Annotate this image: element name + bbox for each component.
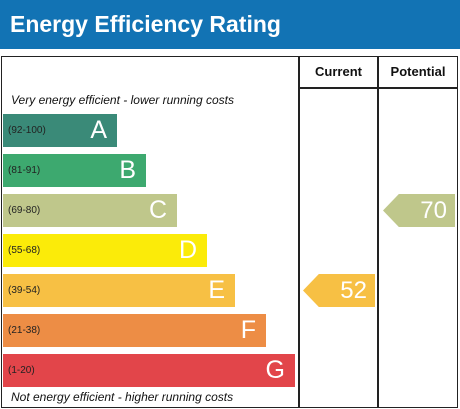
rating-band-range: (69-80) (8, 205, 41, 216)
rating-band-range: (21-38) (8, 325, 41, 336)
rating-band-letter: B (119, 156, 136, 184)
rating-band-letter: E (208, 276, 225, 304)
rating-band-a: (92-100) A (3, 114, 117, 147)
potential-rating-value: 70 (420, 197, 447, 224)
top-efficiency-note: Very energy efficient - lower running co… (11, 93, 234, 107)
rating-band-b: (81-91) B (3, 154, 146, 187)
rating-band-letter: G (265, 356, 285, 384)
page-title: Energy Efficiency Rating (0, 0, 460, 49)
current-rating-value: 52 (340, 277, 367, 304)
rating-band-range: (39-54) (8, 285, 41, 296)
rating-band-range: (92-100) (8, 125, 46, 136)
rating-band-letter: C (148, 196, 167, 224)
current-column-header: Current (315, 64, 362, 79)
column-divider-current (298, 56, 300, 408)
rating-table-frame (1, 56, 458, 408)
rating-band-range: (81-91) (8, 165, 41, 176)
potential-column-header: Potential (390, 64, 446, 79)
rating-band-e: (39-54) E (3, 274, 235, 307)
rating-band-range: (55-68) (8, 245, 41, 256)
rating-band-letter: D (178, 236, 197, 264)
current-rating-arrow: 52 (303, 274, 375, 307)
bottom-efficiency-note: Not energy efficient - higher running co… (11, 390, 234, 404)
rating-band-g: (1-20) G (3, 354, 295, 387)
rating-band-d: (55-68) D (3, 234, 207, 267)
rating-band-f: (21-38) F (3, 314, 266, 347)
rating-band-letter: F (240, 316, 256, 344)
column-divider-potential (377, 56, 379, 408)
rating-band-range: (1-20) (8, 365, 35, 376)
rating-band-c: (69-80) C (3, 194, 177, 227)
potential-rating-arrow: 70 (383, 194, 455, 227)
rating-band-letter: A (90, 116, 107, 144)
column-header-divider (299, 87, 458, 89)
